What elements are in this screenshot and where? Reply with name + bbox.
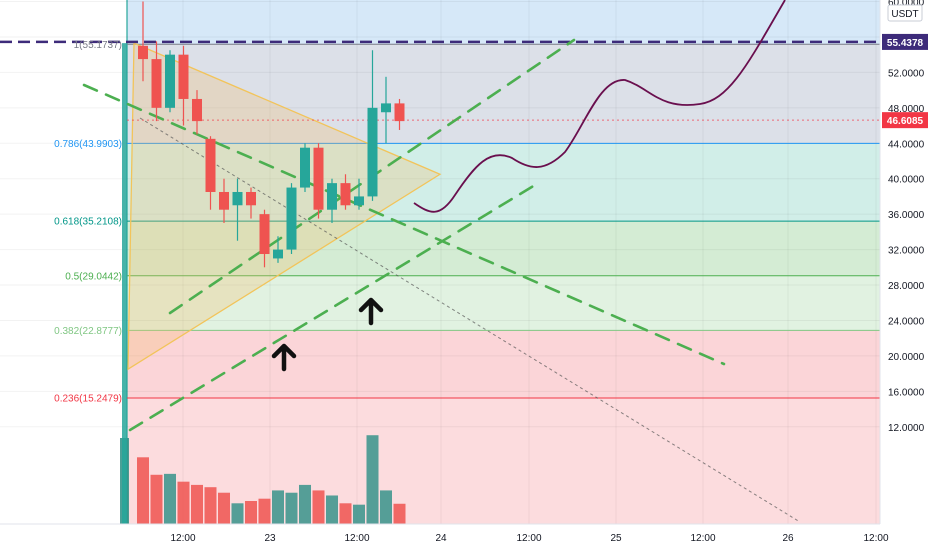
currency-unit-box — [887, 4, 923, 22]
volume-bar — [150, 474, 163, 524]
fib-level-label: 0.5(29.0442) — [65, 271, 122, 282]
price-tick-label: 28.0000 — [888, 281, 925, 292]
current-price-label: 46.6085 — [887, 116, 924, 127]
level-price-label: 55.4378 — [887, 38, 924, 49]
candle-body — [340, 183, 351, 206]
time-tick-label: 23 — [264, 533, 276, 544]
candle-body — [259, 214, 270, 255]
ascending-trendline-lower — [128, 180, 542, 432]
candle-body — [165, 54, 175, 108]
candle-body — [138, 45, 148, 60]
volume-marker-bar — [122, 43, 127, 524]
price-tick-label: 12.0000 — [888, 423, 925, 434]
candle-body — [300, 147, 310, 188]
volume-bar — [258, 498, 271, 524]
fib-level-label: 1(55.1737) — [74, 40, 122, 51]
price-tick-label: 40.0000 — [888, 175, 925, 186]
current-price-badge — [882, 112, 928, 129]
candle-body — [367, 107, 378, 197]
candle-body — [313, 147, 324, 210]
fib-level-label: 0.236(15.2479) — [54, 394, 122, 405]
price-axis-panel — [880, 0, 932, 550]
candle-body — [219, 191, 229, 210]
up-arrow-marker — [358, 297, 384, 326]
price-tick-label: 44.0000 — [888, 139, 925, 150]
volume-bar — [393, 503, 406, 524]
candle-body — [327, 183, 337, 210]
time-tick-label: 25 — [610, 533, 622, 544]
volume-bar — [218, 492, 230, 524]
price-tick-label: 16.0000 — [888, 387, 925, 398]
fib-level-label: 0.382(22.8777) — [54, 326, 122, 337]
time-tick-label: 24 — [435, 533, 447, 544]
volume-bar — [272, 490, 284, 524]
up-arrow-marker — [271, 343, 297, 372]
fib-zone — [127, 275, 880, 331]
volume-bar — [326, 495, 338, 524]
candle-body — [151, 59, 162, 108]
diagonal-dotted-line — [139, 117, 801, 523]
volume-bar — [231, 503, 244, 524]
time-tick-label: 12:00 — [863, 533, 888, 544]
volume-bar — [245, 501, 257, 524]
fib-zone-top — [127, 0, 880, 45]
candle-body — [232, 191, 243, 206]
price-tick-label: 24.0000 — [888, 316, 925, 327]
time-axis-panel — [0, 524, 932, 550]
price-tick-label: 52.0000 — [888, 68, 925, 79]
currency-unit-label: USDT — [891, 9, 918, 20]
candle-body — [192, 98, 202, 122]
price-projection-curve — [413, 0, 786, 213]
price-tick-label: 60.0000 — [888, 0, 925, 9]
price-tick-label: 36.0000 — [888, 210, 925, 221]
time-tick-label: 12:00 — [170, 533, 195, 544]
candle-body — [178, 54, 189, 99]
time-tick-label: 26 — [782, 533, 794, 544]
volume-bar — [339, 503, 352, 524]
time-tick-label: 12:00 — [690, 533, 715, 544]
volume-bar — [353, 504, 365, 524]
volume-bar — [191, 484, 203, 524]
fib-zone — [127, 330, 880, 399]
time-tick-label: 12:00 — [344, 533, 369, 544]
descending-trendline — [82, 83, 726, 366]
volume-bar — [285, 492, 298, 524]
price-tick-label: 48.0000 — [888, 104, 925, 115]
volume-bar — [137, 457, 149, 524]
volume-bar — [299, 484, 311, 524]
left-blank-area — [0, 0, 127, 524]
candle-body — [354, 196, 364, 206]
fib-level-label: 0.618(35.2108) — [54, 217, 122, 228]
candle-body — [205, 138, 216, 192]
price-tick-label: 20.0000 — [888, 352, 925, 363]
candle-body — [246, 191, 256, 206]
candle-body — [381, 103, 391, 113]
volume-bar — [380, 490, 392, 524]
fib-level-label: 0.786(43.9903) — [54, 139, 122, 150]
candle-body — [394, 103, 405, 122]
time-tick-label: 12:00 — [516, 533, 541, 544]
volume-bar — [177, 481, 190, 524]
volume-bar — [164, 473, 176, 524]
level-price-badge — [882, 33, 928, 50]
volume-bar — [204, 487, 217, 524]
candle-body — [273, 249, 283, 259]
candle-body — [286, 187, 297, 250]
volume-bar — [312, 490, 325, 524]
volume-bar — [366, 435, 379, 524]
price-tick-label: 32.0000 — [888, 246, 925, 257]
